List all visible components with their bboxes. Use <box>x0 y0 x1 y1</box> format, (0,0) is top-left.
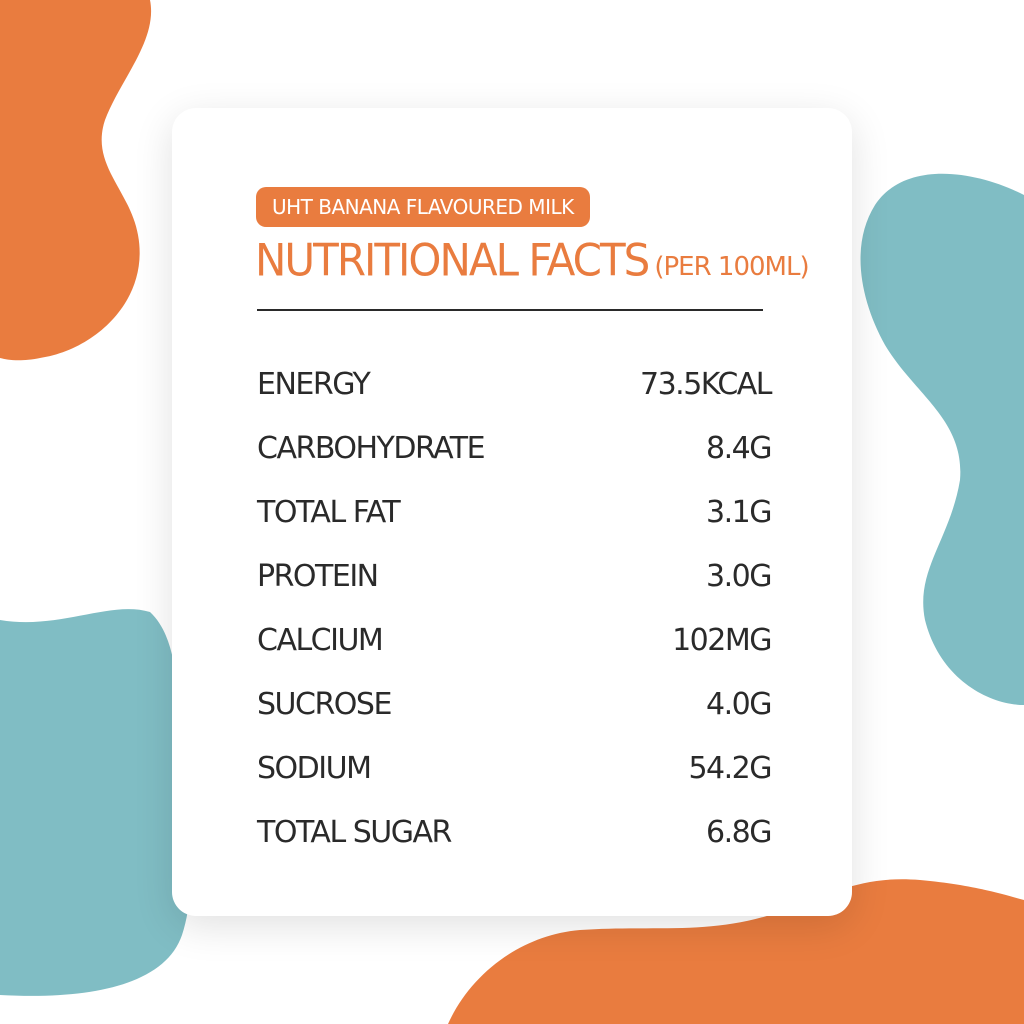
orange-blob-bottom-right <box>448 879 1024 1024</box>
nutrient-list: ENERGY 73.5KCAL CARBOHYDRATE 8.4G TOTAL … <box>257 352 773 864</box>
nutrient-row: CALCIUM 102MG <box>257 608 772 672</box>
nutrient-row: CARBOHYDRATE 8.4G <box>257 416 772 480</box>
nutrient-name: SUCROSE <box>257 686 392 722</box>
nutrient-name: ENERGY <box>257 366 371 402</box>
nutrient-name: SODIUM <box>257 750 372 786</box>
nutrition-card <box>172 108 852 916</box>
teal-blob-right <box>860 173 1024 705</box>
product-badge: UHT BANANA FLAVOURED MILK <box>256 187 590 227</box>
nutrient-value: 4.0G <box>706 686 772 722</box>
title-main: NUTRITIONAL FACTS <box>255 234 650 287</box>
teal-blob-bottom-left <box>0 609 190 996</box>
divider <box>257 309 763 311</box>
nutrient-row: TOTAL SUGAR 6.8G <box>257 800 772 864</box>
nutrient-value: 73.5KCAL <box>639 366 773 402</box>
nutrient-name: TOTAL FAT <box>257 494 401 530</box>
nutrient-name: CARBOHYDRATE <box>257 430 486 466</box>
nutrient-row: SODIUM 54.2G <box>257 736 772 800</box>
nutrient-row: TOTAL FAT 3.1G <box>257 480 772 544</box>
nutrient-name: TOTAL SUGAR <box>257 814 452 850</box>
nutrient-value: 3.1G <box>706 494 772 530</box>
nutrient-value: 3.0G <box>706 558 772 594</box>
title-subtitle: (PER 100ML) <box>654 252 809 282</box>
nutrient-row: PROTEIN 3.0G <box>257 544 772 608</box>
nutrient-value: 6.8G <box>706 814 772 850</box>
nutrient-name: CALCIUM <box>257 622 384 658</box>
nutrient-row: ENERGY 73.5KCAL <box>257 352 773 416</box>
nutrient-value: 102MG <box>672 622 772 658</box>
nutrient-value: 54.2G <box>688 750 772 786</box>
nutrient-row: SUCROSE 4.0G <box>257 672 772 736</box>
page-title: NUTRITIONAL FACTS (PER 100ML) <box>255 234 810 287</box>
orange-blob-top-left <box>0 0 152 361</box>
nutrient-value: 8.4G <box>706 430 772 466</box>
nutrient-name: PROTEIN <box>257 558 379 594</box>
